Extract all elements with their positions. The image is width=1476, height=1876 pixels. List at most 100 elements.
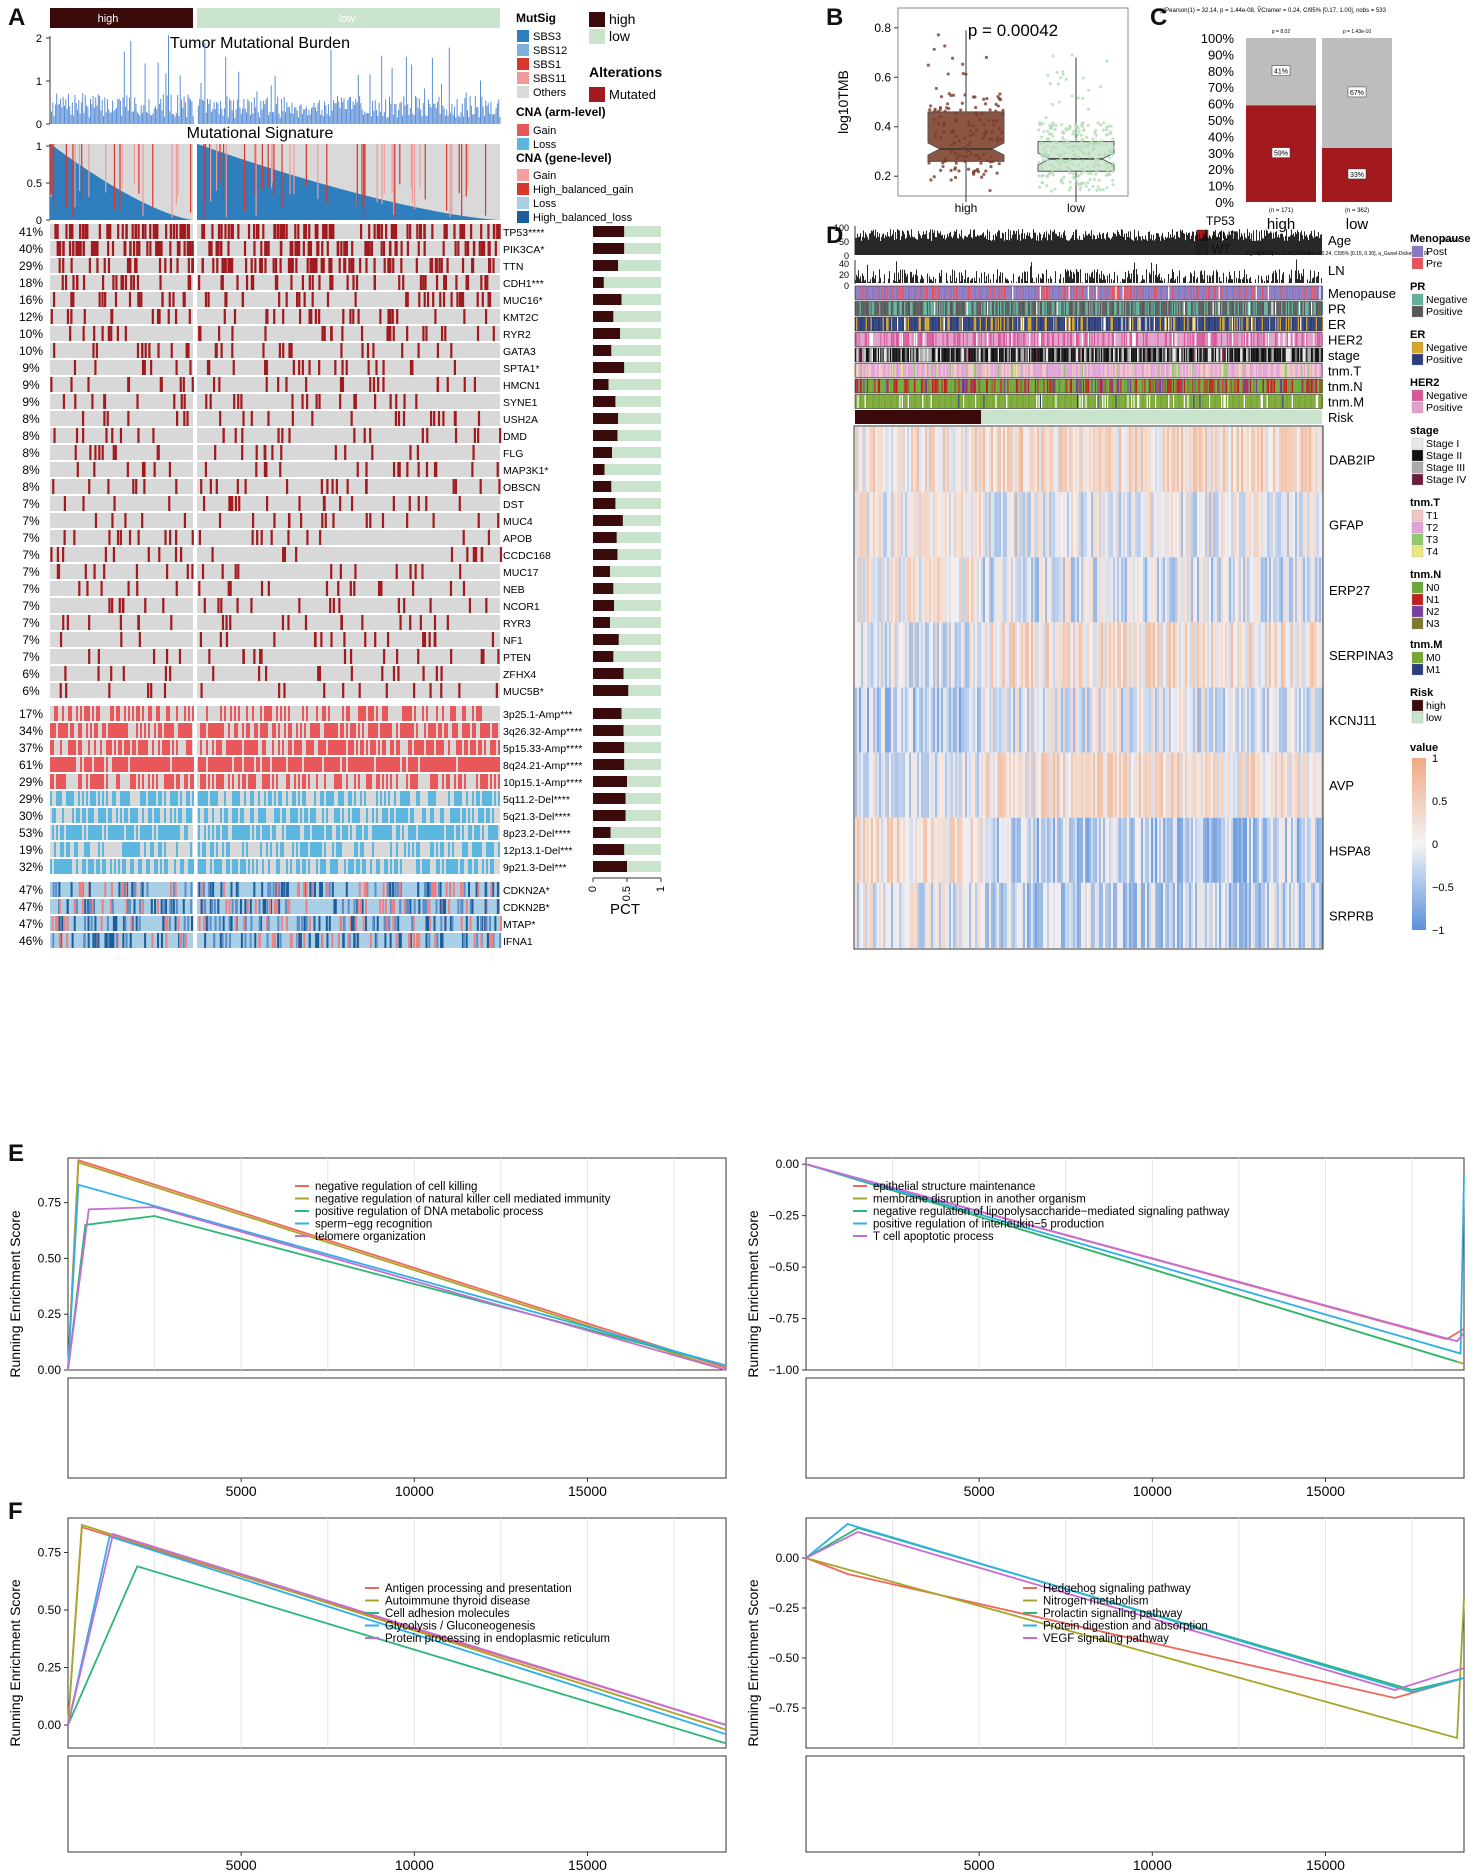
jitter-point [1076, 96, 1080, 100]
mutation-mark [251, 530, 254, 545]
age-bar [1060, 237, 1061, 255]
sig-sbs3-bar [284, 172, 285, 220]
cna-mark [64, 723, 66, 738]
sig-sbs3-bar [438, 211, 439, 220]
sig-sbs3-bar [139, 200, 140, 220]
row-bg-low [197, 916, 500, 931]
mutation-mark [445, 224, 448, 239]
cna-mark [328, 740, 330, 755]
mutation-mark [65, 683, 68, 698]
cna-mark [176, 706, 178, 721]
sig-sbs3-bar [99, 177, 100, 220]
gene-cna-mark [58, 916, 61, 931]
tmb-bar [457, 115, 459, 124]
cna-mark [236, 723, 238, 738]
age-bar [1223, 239, 1224, 255]
mutation-mark [62, 615, 65, 630]
cna-mark [382, 774, 384, 789]
tmb-bar [446, 109, 448, 124]
mutation-mark [498, 479, 501, 494]
mutation-mark [464, 241, 467, 256]
cna-mark [410, 723, 412, 738]
age-bar [1308, 240, 1309, 255]
mutation-mark [158, 258, 162, 273]
cna-mark [52, 808, 54, 823]
age-bar [960, 236, 961, 255]
tmb-bar [313, 102, 315, 124]
gene-cna-mark [297, 916, 300, 931]
gene-cna-mark [58, 933, 61, 948]
mutation-mark [315, 394, 318, 409]
pct-bar-low [628, 685, 661, 696]
age-bar [931, 240, 932, 255]
row-pct: 6% [22, 684, 40, 698]
mutation-mark [114, 292, 118, 307]
cna-mark [50, 791, 52, 806]
mutation-mark [346, 275, 349, 290]
jitter-point [983, 102, 988, 106]
sig-sbs3-bar [122, 191, 123, 220]
gene-cna-mark [487, 933, 490, 948]
gene-cna-mark [398, 933, 401, 948]
cna-mark [392, 808, 394, 823]
jitter-point [939, 168, 943, 172]
mutation-mark [353, 428, 356, 443]
sig-sbs3-bar [430, 210, 431, 220]
cna-mark [364, 825, 366, 840]
cna-mark [240, 859, 242, 874]
row-label: OBSCN [503, 482, 540, 494]
jitter-point [950, 56, 955, 60]
cna-mark [148, 825, 150, 840]
sig-sbs3-bar [227, 154, 228, 220]
p-label: p = 1.43e-10 [1343, 29, 1371, 35]
mutation-mark [174, 309, 178, 324]
cna-mark [276, 842, 278, 857]
sig-sbs3-bar [101, 179, 102, 220]
gene-cna-mark [358, 882, 361, 897]
tmb-bar [430, 107, 432, 124]
row-bg-low [197, 428, 500, 443]
gene-cna-mark [389, 933, 392, 948]
cna-mark [294, 808, 296, 823]
cna-mark [412, 723, 414, 738]
ln-bar [856, 274, 857, 283]
sig-sbs3-bar [149, 205, 150, 220]
age-bar [1033, 229, 1034, 255]
sig-sbs3-bar [111, 185, 112, 220]
sig-sbs3-bar [126, 193, 127, 220]
cna-mark [432, 774, 434, 789]
mutation-mark [444, 275, 448, 290]
cna-mark [68, 842, 70, 857]
cna-mark [456, 740, 458, 755]
gene-cna-mark [174, 882, 177, 897]
gene-cna-mark [208, 882, 211, 897]
mutation-mark [395, 564, 398, 579]
ln-bar [951, 281, 952, 283]
row-label: MTAP* [503, 919, 535, 931]
ln-tick-label: 0 [844, 281, 849, 291]
sig-sbs3-bar [60, 151, 61, 220]
age-bar [1291, 229, 1292, 255]
tmb-bar [197, 105, 199, 124]
legend-cna-gene-title: CNA (gene-level) [516, 151, 612, 165]
cna-mark [458, 791, 460, 806]
cna-mark [96, 825, 98, 840]
cna-mark [316, 859, 318, 874]
pct-bar-high [593, 685, 629, 696]
mutation-mark [112, 547, 116, 562]
cna-mark [348, 757, 350, 772]
mutation-mark [484, 309, 488, 324]
jitter-point [961, 146, 965, 150]
cna-mark [346, 723, 348, 738]
sig-sbs3-bar [375, 197, 376, 220]
mutation-mark [188, 309, 191, 324]
jitter-point [952, 141, 956, 145]
cna-mark [166, 757, 168, 772]
sig-sbs3-bar [200, 145, 201, 220]
age-bar [1114, 233, 1115, 255]
ln-bar [859, 278, 860, 283]
age-bar [1023, 238, 1024, 255]
cna-mark [352, 859, 354, 874]
gene-cna-mark [365, 916, 368, 931]
ln-bar [961, 272, 962, 283]
